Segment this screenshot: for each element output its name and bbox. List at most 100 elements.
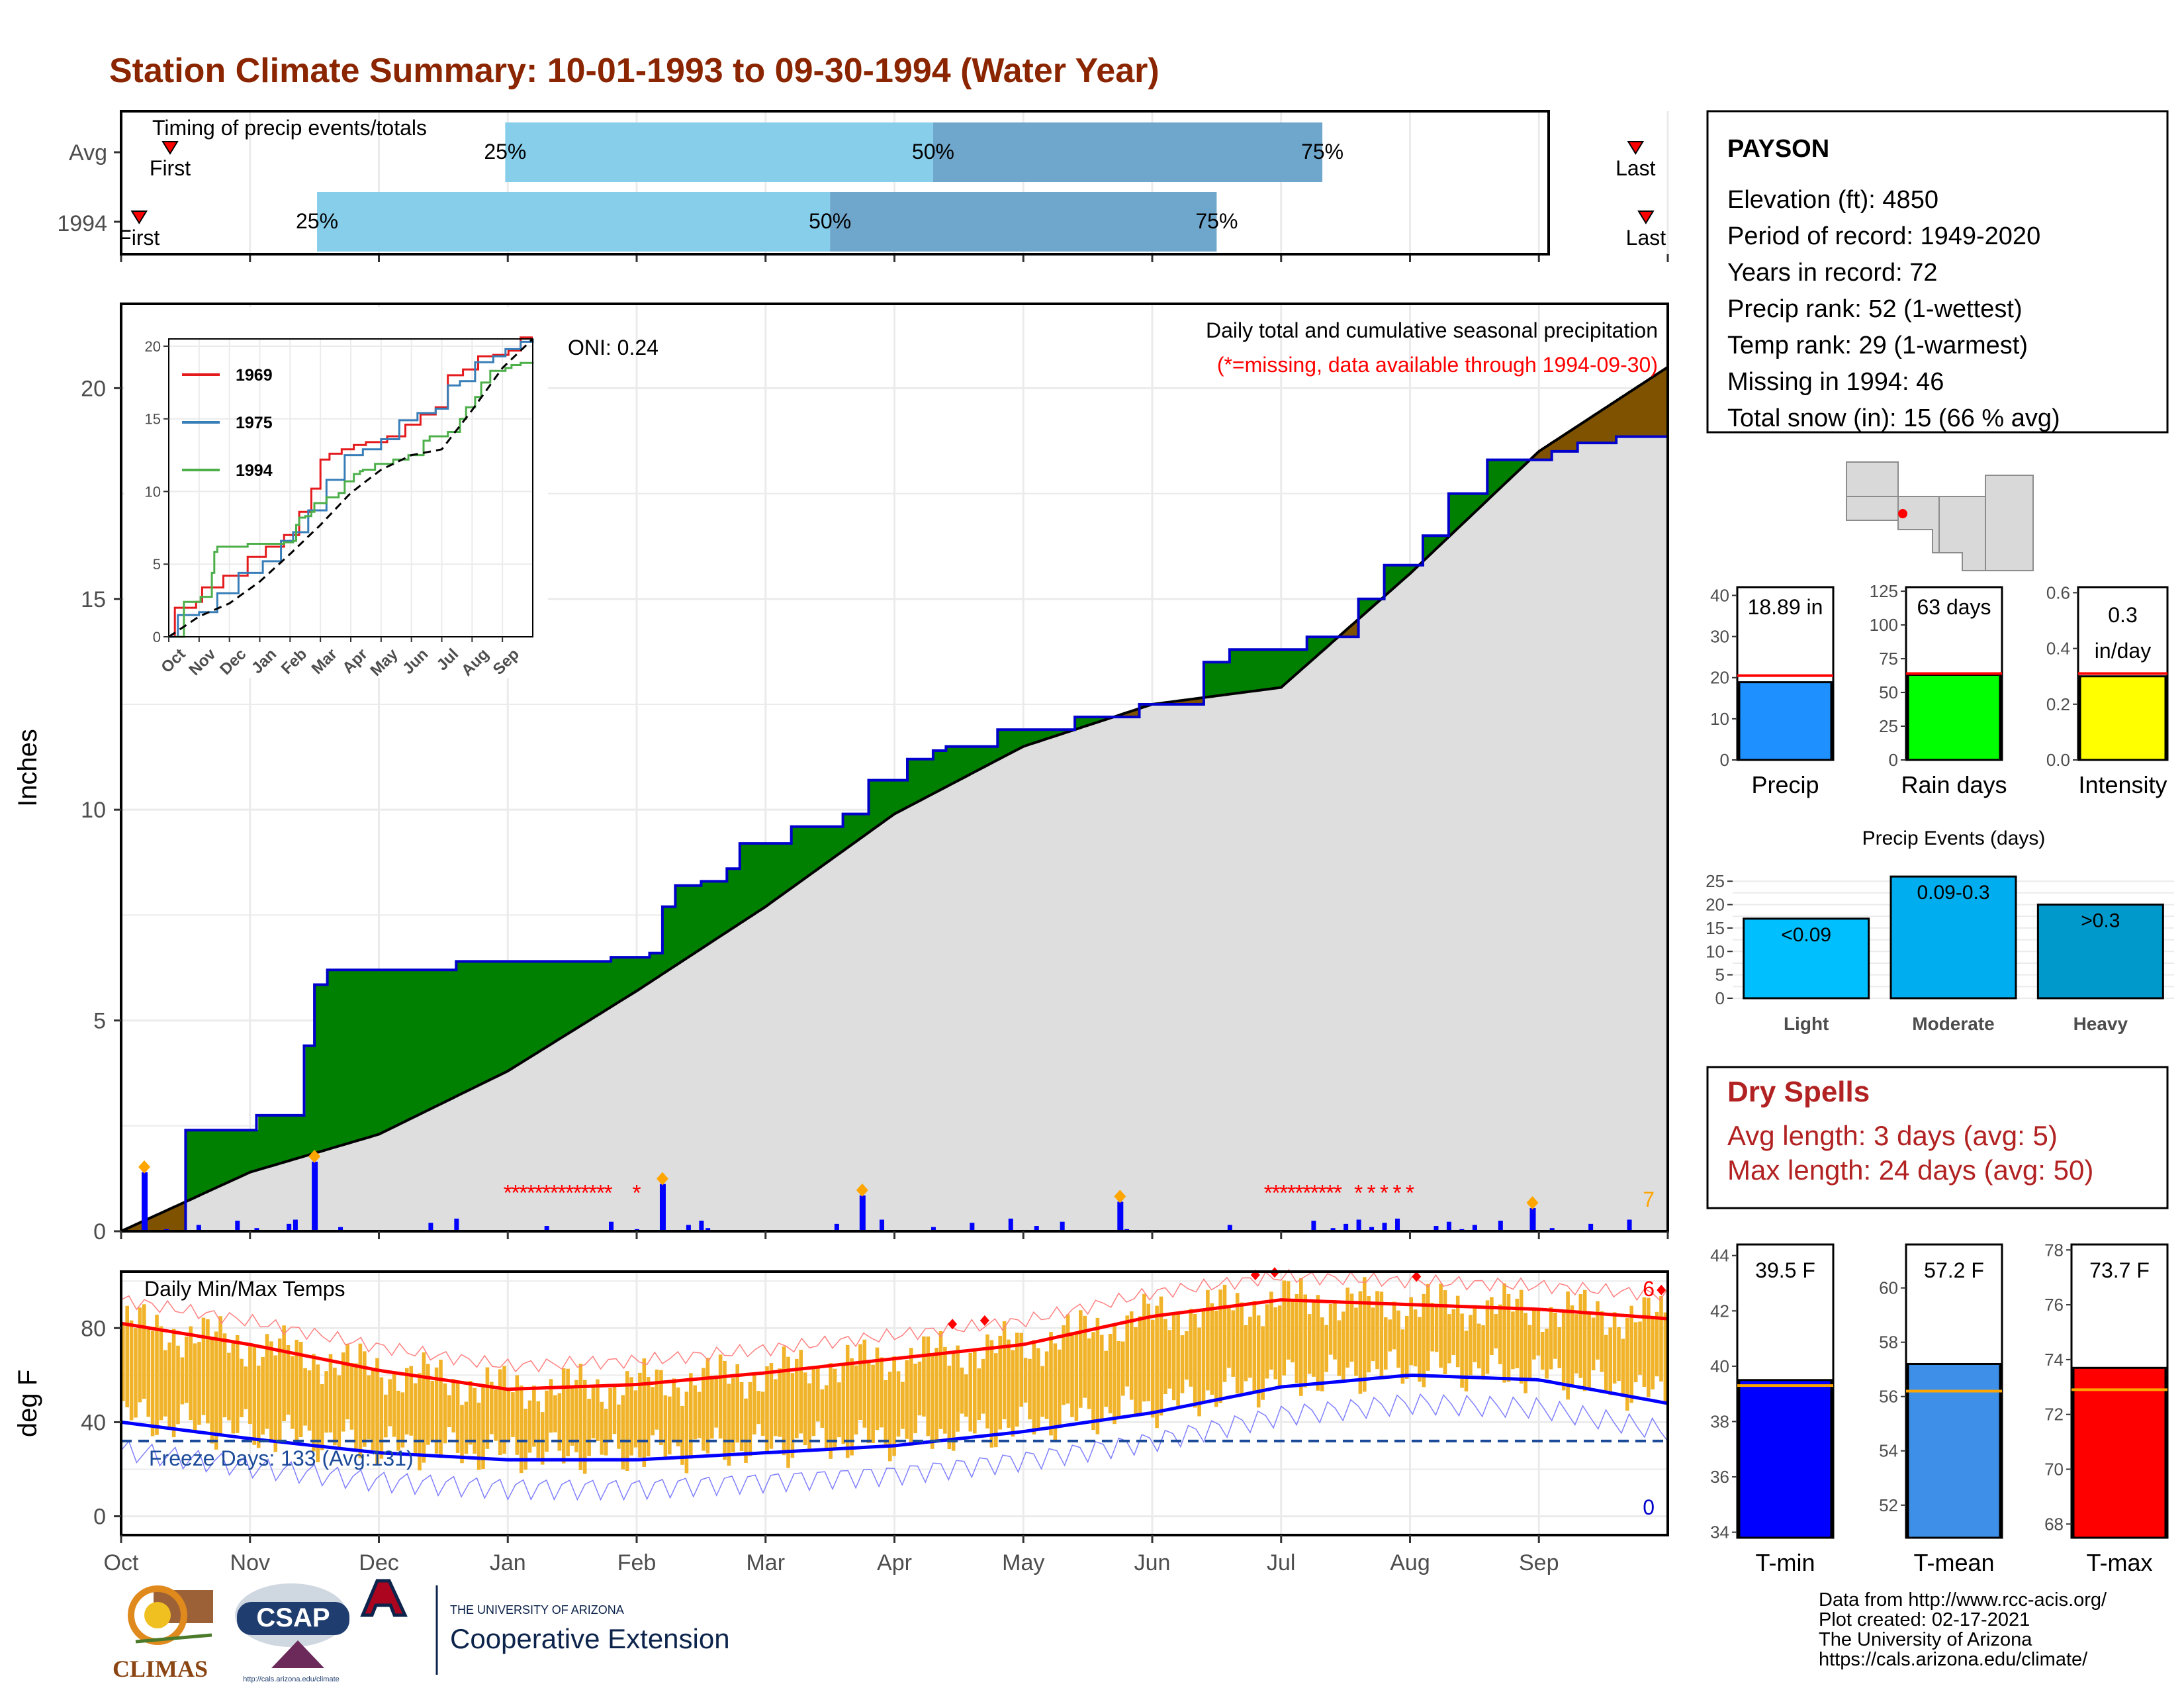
daily-temp-range	[1473, 1305, 1477, 1362]
daily-temp-range	[862, 1339, 867, 1428]
daily-temp-range	[214, 1331, 218, 1450]
surplus-area	[572, 961, 577, 1032]
daily-temp-range	[659, 1370, 663, 1445]
surplus-area	[370, 969, 375, 1138]
csap-logo: CSAP http://cals.arizona.edu/climate	[235, 1583, 349, 1683]
station-location-marker	[1898, 509, 1907, 518]
daily-temp-range	[218, 1316, 222, 1434]
daily-temp-range	[1070, 1332, 1074, 1417]
daily-temp-range	[1481, 1325, 1485, 1380]
surplus-area	[210, 1129, 216, 1191]
daily-temp-range	[718, 1354, 723, 1439]
daily-temp-range	[231, 1340, 236, 1434]
surplus-area	[1238, 649, 1243, 694]
surplus-area	[189, 1129, 195, 1201]
surplus-area	[584, 961, 590, 1024]
daily-temp-range	[629, 1377, 633, 1456]
timing-bar-25-50	[317, 192, 831, 252]
daily-temp-range	[1400, 1329, 1405, 1384]
daily-temp-range	[557, 1393, 562, 1451]
daily-temp-range	[807, 1383, 811, 1450]
temp-bar-tick-label: 70	[2044, 1459, 2064, 1479]
daily-temp-range	[1227, 1307, 1231, 1368]
month-tick-label: Sep	[1519, 1550, 1559, 1575]
mini-chart-tick-label: 0.4	[2046, 639, 2070, 659]
mini-chart-value-unit: in/day	[2095, 639, 2151, 663]
daily-temp-range	[1193, 1313, 1197, 1408]
timing-bar-50-75	[933, 122, 1323, 182]
daily-temp-range	[1095, 1317, 1100, 1434]
daily-temp-range	[875, 1347, 880, 1430]
surplus-area	[653, 953, 659, 980]
deficit-area	[167, 1207, 173, 1232]
daily-temp-range	[1189, 1309, 1193, 1387]
daily-temp-range	[227, 1352, 231, 1421]
daily-precip-bar	[1549, 1228, 1555, 1231]
deficit-area	[1607, 402, 1613, 444]
daily-temp-range	[494, 1389, 498, 1441]
daily-temp-range	[858, 1344, 862, 1420]
daily-temp-range	[697, 1391, 702, 1438]
daily-temp-range	[655, 1369, 659, 1430]
daily-temp-range	[1469, 1315, 1473, 1376]
deficit-area	[1633, 386, 1639, 438]
daily-temp-range	[189, 1326, 193, 1421]
surplus-area	[293, 1115, 298, 1160]
daily-temp-range	[1291, 1301, 1295, 1363]
daily-temp-range	[727, 1383, 731, 1466]
daily-temp-range	[1150, 1319, 1155, 1418]
daily-temp-range	[1277, 1305, 1282, 1387]
daily-precip-bar	[1382, 1223, 1387, 1231]
daily-temp-range	[1058, 1349, 1062, 1426]
daily-temp-range	[1490, 1297, 1494, 1355]
record-high-marker	[1412, 1271, 1422, 1282]
daily-temp-range	[1282, 1280, 1286, 1376]
daily-precip-bar	[1588, 1223, 1594, 1231]
csap-logo-url: http://cals.arizona.edu/climate	[243, 1675, 340, 1683]
daily-temp-range	[841, 1364, 846, 1444]
precip-ytick-label: 10	[81, 798, 106, 823]
daily-temp-range	[180, 1357, 185, 1405]
temp-bar-label: T-min	[1756, 1549, 1815, 1576]
surplus-area	[967, 746, 972, 776]
missing-marker: *	[632, 1181, 641, 1206]
surplus-area	[567, 961, 573, 1035]
daily-temp-range	[1519, 1289, 1524, 1384]
daily-temp-range	[134, 1328, 138, 1418]
daily-temp-range	[222, 1333, 227, 1418]
daily-temp-range	[786, 1356, 790, 1468]
surplus-area	[1216, 661, 1222, 696]
events-category-label: Light	[1784, 1013, 1829, 1034]
temp-bar-value: 39.5 F	[1755, 1258, 1815, 1282]
daily-temp-range	[405, 1368, 409, 1434]
temp-bar-chart-t-mean: 52 54 56 58 60 57.2 F T-mean	[1879, 1243, 2003, 1576]
surplus-area	[296, 1115, 302, 1159]
temp-bar-chart-t-min: 34 36 38 40 42 44 39.5 F T-min	[1710, 1243, 1835, 1576]
daily-temp-range	[506, 1389, 511, 1440]
station-info-line: Elevation (ft): 4850	[1727, 186, 1938, 214]
ua-big-text: Cooperative Extension	[450, 1623, 730, 1654]
deficit-area	[1598, 408, 1604, 444]
daily-precip-bar	[1395, 1218, 1400, 1231]
missing-marker: *	[1318, 1181, 1326, 1206]
surplus-area	[490, 961, 496, 1080]
daily-temp-range	[739, 1382, 744, 1451]
daily-temp-range	[1222, 1284, 1227, 1382]
daily-temp-range	[854, 1365, 858, 1435]
mini-chart-tick-label: 0.6	[2046, 583, 2070, 602]
inset-series-1975	[169, 339, 534, 638]
daily-temp-range	[1218, 1289, 1222, 1403]
surplus-area	[709, 880, 715, 944]
month-tick-label: Jun	[1134, 1550, 1171, 1575]
daily-temp-range	[1502, 1283, 1506, 1383]
surplus-area	[486, 961, 491, 1082]
surplus-area	[379, 969, 384, 1135]
deficit-area	[1641, 380, 1647, 438]
surplus-area	[206, 1129, 212, 1193]
events-bar	[2036, 904, 2164, 1000]
surplus-area	[469, 961, 474, 1091]
daily-temp-range	[1142, 1293, 1146, 1402]
daily-temp-range	[663, 1395, 668, 1460]
daily-temp-range	[1252, 1301, 1257, 1393]
daily-temp-range	[973, 1350, 977, 1434]
